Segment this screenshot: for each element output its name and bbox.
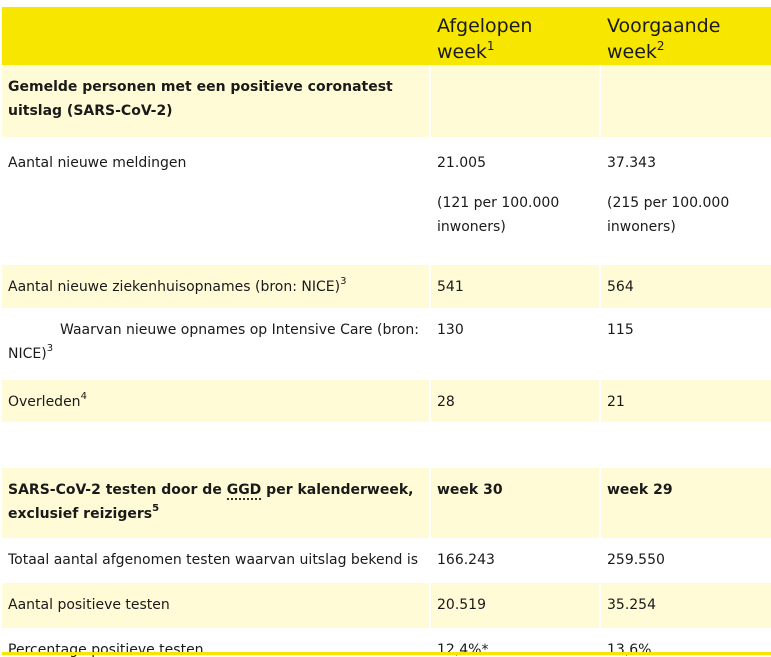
positief-value-current: 20.519 (437, 597, 486, 613)
cell-value: week 30 (431, 468, 599, 538)
overleden-label: Overleden (8, 394, 81, 410)
meldingen-value-current: 21.005 (437, 155, 486, 171)
table-bottom-border (2, 652, 771, 655)
positief-label: Aantal positieve testen (8, 597, 170, 613)
table-row: Totaal aantal afgenomen testen waarvan u… (2, 538, 771, 583)
overleden-value-current: 28 (437, 394, 455, 410)
overleden-value-previous: 21 (607, 394, 625, 410)
cell-value: 21.005 (121 per 100.000 inwoners) (431, 137, 599, 265)
ic-label-line2: NICE) (8, 346, 47, 362)
ggd-abbreviation[interactable]: GGD (226, 482, 262, 500)
footnote-ref[interactable]: 5 (152, 503, 160, 515)
section2-title-part2: per kalenderweek, exclusief reizigers (8, 482, 414, 522)
section1-title-cell: Gemelde personen met een positieve coron… (2, 65, 429, 137)
header-empty-cell (2, 7, 429, 65)
table-row: Aantal positieve testen 20.519 35.254 (2, 583, 771, 628)
section2-title-part1: SARS-CoV-2 testen door de (8, 482, 227, 498)
cell-value: 564 (601, 265, 771, 308)
section2-title-cell: SARS-CoV-2 testen door de GGD per kalend… (2, 468, 429, 538)
section1-title: Gemelde personen met een positieve coron… (8, 79, 393, 119)
week-previous: week 29 (607, 482, 673, 498)
cell-value: week 29 (601, 468, 771, 538)
spacer-row (2, 422, 771, 468)
footnote-ref[interactable]: 3 (340, 276, 347, 288)
footnote-ref[interactable]: 1 (486, 38, 495, 53)
cell-value: 130 (431, 308, 599, 380)
cell-value: 259.550 (601, 538, 771, 583)
totaal-label: Totaal aantal afgenomen testen waarvan u… (8, 552, 419, 568)
meldingen-value-previous: 37.343 (607, 155, 656, 171)
table-row: Aantal nieuwe ziekenhuisopnames (bron: N… (2, 265, 771, 308)
cell-value: 35.254 (601, 583, 771, 628)
header-col3-label: Voorgaande week (607, 15, 721, 63)
ziekenhuis-label: Aantal nieuwe ziekenhuisopnames (bron: N… (8, 279, 341, 295)
footnote-ref[interactable]: 4 (80, 391, 87, 403)
cell-value: 166.243 (431, 538, 599, 583)
week-current: week 30 (437, 482, 503, 498)
totaal-value-current: 166.243 (437, 552, 495, 568)
section1-title-row: Gemelde personen met een positieve coron… (2, 65, 771, 137)
footnote-ref[interactable]: 2 (656, 38, 665, 53)
cell-value: 541 (431, 265, 599, 308)
row-label: Aantal positieve testen (2, 583, 429, 628)
ziekenhuis-value-current: 541 (437, 279, 464, 295)
meldingen-label: Aantal nieuwe meldingen (8, 155, 187, 171)
ic-value-previous: 115 (607, 322, 634, 338)
header-col2-label: Afgelopen week (437, 15, 533, 63)
ic-value-current: 130 (437, 322, 464, 338)
row-label: Aantal nieuwe meldingen (2, 137, 429, 265)
section2-title-row: SARS-CoV-2 testen door de GGD per kalend… (2, 468, 771, 538)
cell-value: 21 (601, 380, 771, 422)
row-label: Waarvan nieuwe opnames op Intensive Care… (2, 308, 429, 380)
table-row: Overleden4 28 21 (2, 380, 771, 422)
corona-stats-table: Afgelopen week1 Voorgaande week2 Gemelde… (2, 7, 771, 657)
ziekenhuis-value-previous: 564 (607, 279, 634, 295)
table-row: Aantal nieuwe meldingen 21.005 (121 per … (2, 137, 771, 265)
meldingen-per-100k-previous: (215 per 100.000 inwoners) (607, 195, 730, 235)
cell-value: 37.343 (215 per 100.000 inwoners) (601, 137, 771, 265)
ic-label-line1: Waarvan nieuwe opnames op Intensive Care… (60, 322, 419, 338)
totaal-value-previous: 259.550 (607, 552, 665, 568)
table-header-row: Afgelopen week1 Voorgaande week2 (2, 7, 771, 65)
positief-value-previous: 35.254 (607, 597, 656, 613)
row-label: Totaal aantal afgenomen testen waarvan u… (2, 538, 429, 583)
cell-value: 115 (601, 308, 771, 380)
header-afgelopen-week: Afgelopen week1 (431, 7, 599, 65)
footnote-ref[interactable]: 3 (46, 343, 54, 355)
meldingen-per-100k-current: (121 per 100.000 inwoners) (437, 195, 560, 235)
row-label: Overleden4 (2, 380, 429, 422)
row-label: Aantal nieuwe ziekenhuisopnames (bron: N… (2, 265, 429, 308)
cell-value: 28 (431, 380, 599, 422)
cell-value: 20.519 (431, 583, 599, 628)
header-voorgaande-week: Voorgaande week2 (601, 7, 771, 65)
table-row: Waarvan nieuwe opnames op Intensive Care… (2, 308, 771, 380)
